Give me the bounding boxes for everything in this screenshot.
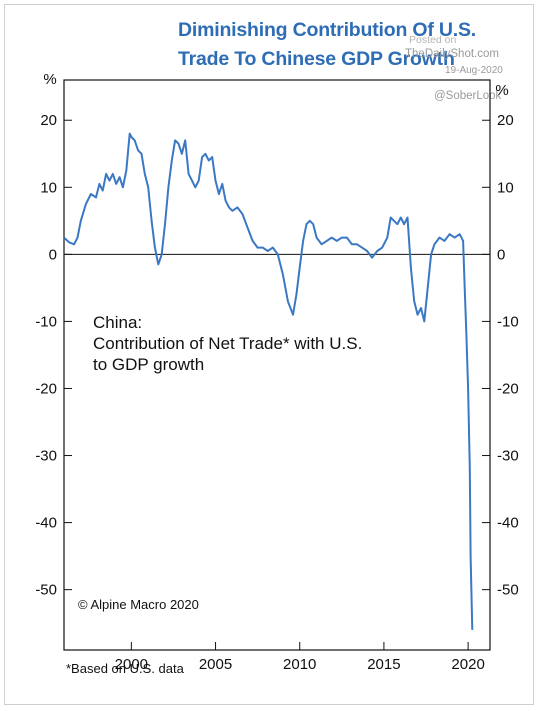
y-tick-label-right: -40: [497, 515, 519, 532]
y-tick-label-left: -20: [35, 380, 57, 397]
series-line: [63, 132, 474, 630]
y-tick-label-right: -10: [497, 313, 519, 330]
watermark-handle: @SoberLook: [434, 90, 502, 102]
watermark-posted: Posted on: [409, 34, 457, 46]
y-tick-label-left: -30: [35, 448, 57, 465]
watermark-date: 19-Aug-2020: [445, 65, 503, 76]
plot-border: [63, 79, 491, 651]
chart-frame: [4, 4, 534, 705]
annotation-line-1: China:: [93, 313, 143, 332]
x-tick-label: 2010: [283, 656, 316, 673]
y-tick-label-left: 20: [40, 112, 57, 129]
annotation-line-2: Contribution of Net Trade* with U.S.: [93, 334, 363, 353]
y-tick-label-right: 10: [497, 179, 514, 196]
x-tick-label: 2000: [115, 656, 148, 673]
annotation-line-3: to GDP growth: [93, 355, 205, 374]
y-tick-label-left: 0: [49, 246, 57, 263]
y-tick-label-left: 10: [40, 179, 57, 196]
y-tick-label-right: -20: [497, 380, 519, 397]
y-tick-label-left: -10: [35, 313, 57, 330]
watermark-site: TheDailyShot.com: [405, 48, 499, 60]
chart-title-line-2: Trade To Chinese GDP Growth: [178, 48, 455, 70]
x-tick-label: 2005: [199, 656, 232, 673]
chart-title-line-1: Diminishing Contribution Of U.S.: [178, 19, 476, 41]
y-tick-label-right: -30: [497, 448, 519, 465]
x-tick-label: 2020: [451, 656, 484, 673]
y-unit-right: %: [495, 82, 508, 99]
x-tick-label: 2015: [367, 656, 400, 673]
y-tick-label-right: 0: [497, 246, 505, 263]
y-tick-label-left: -50: [35, 582, 57, 599]
y-tick-label-left: -40: [35, 515, 57, 532]
y-tick-label-right: -50: [497, 582, 519, 599]
copyright-text: © Alpine Macro 2020: [78, 597, 199, 612]
footnote-text: *Based on U.S. data: [66, 661, 184, 676]
x-axis-ticks: 2000 2005 2010 2015 2020: [115, 642, 485, 673]
y-tick-label-right: 20: [497, 112, 514, 129]
y-unit-left: %: [43, 71, 56, 88]
